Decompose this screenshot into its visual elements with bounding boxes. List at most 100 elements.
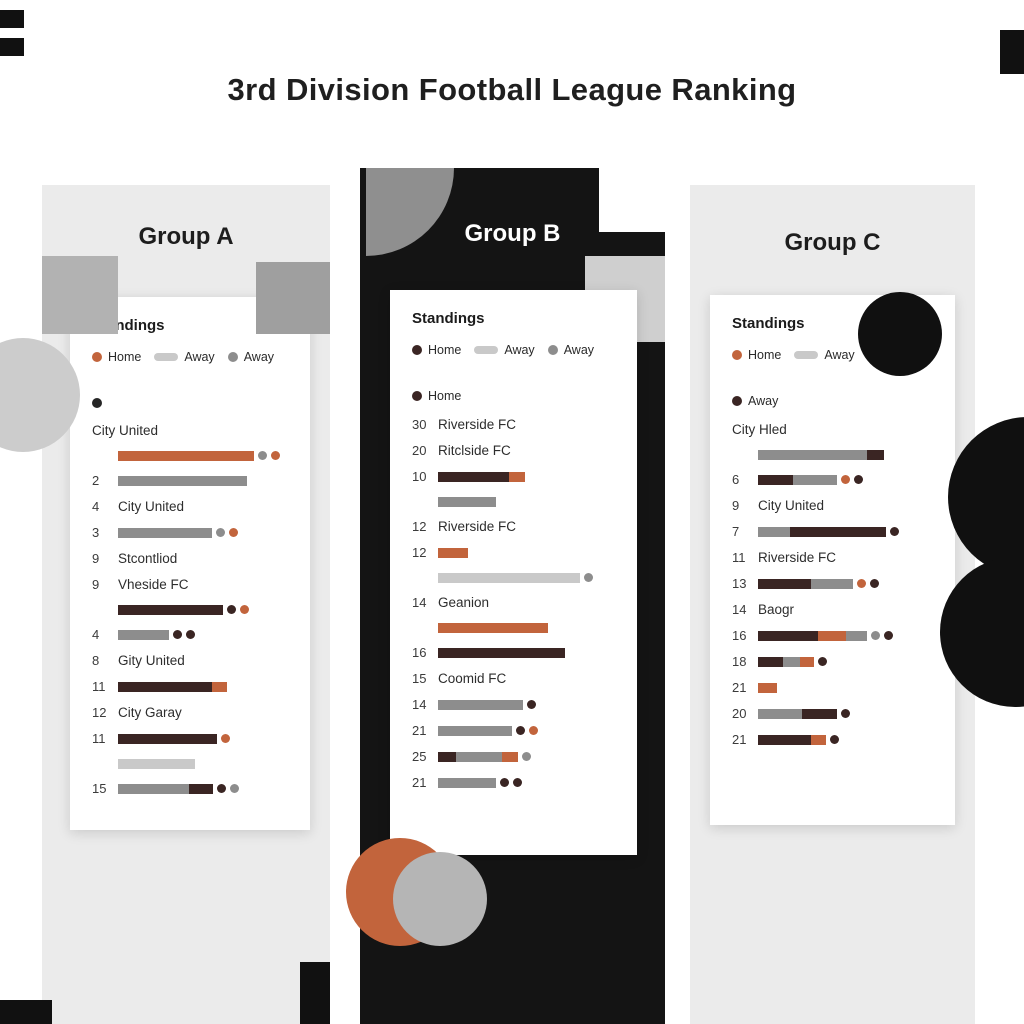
rank-number: 15 xyxy=(412,671,427,686)
bar-row: 6 xyxy=(732,472,933,487)
bar-segment xyxy=(793,474,837,485)
legend-item: Home xyxy=(412,343,461,357)
team-name: Riverside FC xyxy=(758,550,837,565)
team-row: 14 Geanion xyxy=(412,595,615,610)
rank-number: 21 xyxy=(732,732,747,747)
bar xyxy=(438,572,615,583)
team-name: City Garay xyxy=(118,705,182,720)
bar-row: 16 xyxy=(732,628,933,643)
group-c-heading: Group C xyxy=(784,229,881,256)
rank-number: 9 xyxy=(92,577,100,592)
bar xyxy=(758,526,933,537)
team-row: 14 Baogr xyxy=(732,602,933,617)
bar-segment xyxy=(758,630,818,641)
rank-number: 9 xyxy=(92,551,100,566)
rank-number: 6 xyxy=(732,472,740,487)
rank-number: 15 xyxy=(92,781,107,796)
bar-row: 21 xyxy=(412,775,615,790)
rank-number: 14 xyxy=(412,595,427,610)
data-dot xyxy=(500,778,510,787)
rank-number: 10 xyxy=(412,469,427,484)
bar-row: 20 xyxy=(732,706,933,721)
team-row: 12 Riverside FC xyxy=(412,519,615,534)
bar-row xyxy=(92,757,288,770)
bar xyxy=(758,630,933,641)
team-row: 9 Vheside FC xyxy=(92,577,288,592)
legend-dot-marker xyxy=(412,345,422,355)
data-dot xyxy=(889,527,899,536)
bar-segment xyxy=(118,733,217,744)
team-name: Riverside FC xyxy=(438,519,517,534)
data-dot xyxy=(856,579,866,588)
legend-dot-marker xyxy=(92,397,102,408)
rank-number: 21 xyxy=(732,680,747,695)
legend-label: Home xyxy=(428,389,462,403)
legend-item: Away xyxy=(227,350,274,364)
team-name: Baogr xyxy=(758,602,795,617)
bar-segment xyxy=(800,656,814,667)
legend-item: Away xyxy=(794,348,855,362)
bar-row: 7 xyxy=(732,524,933,539)
bar xyxy=(758,708,933,719)
bar-segment xyxy=(438,547,469,558)
bar xyxy=(758,474,933,485)
bar xyxy=(118,450,288,461)
data-dot xyxy=(228,528,238,537)
legend-item xyxy=(92,397,102,408)
data-dot xyxy=(258,451,267,460)
bar-segment xyxy=(866,449,884,460)
bar xyxy=(118,604,288,615)
bar-row: 25 xyxy=(412,749,615,764)
rank-number: 12 xyxy=(412,519,427,534)
team-name: City United xyxy=(92,423,159,438)
group-a-panel: Group A Standings Home Away Away City Unit… xyxy=(42,185,330,1024)
team-name: Geanion xyxy=(438,595,490,610)
bar xyxy=(438,725,615,736)
data-dot xyxy=(220,734,230,743)
bar xyxy=(438,496,615,507)
bar-row: 15 xyxy=(92,781,288,796)
sublegend: Home xyxy=(412,389,615,403)
bar-segment xyxy=(758,682,778,693)
legend-pill-marker xyxy=(474,346,499,354)
legend-dot-marker xyxy=(547,345,558,355)
rank-number: 18 xyxy=(732,654,747,669)
data-dot xyxy=(840,475,850,484)
bar-segment xyxy=(438,572,580,583)
legend-dot-marker xyxy=(92,352,102,362)
team-name: City United xyxy=(118,499,185,514)
data-dot xyxy=(526,700,536,709)
rank-number: 14 xyxy=(412,697,427,712)
legend-dot-marker xyxy=(732,396,742,406)
bar xyxy=(438,647,615,658)
rank-number: 2 xyxy=(92,473,100,488)
bar xyxy=(118,629,288,640)
legend-pill-marker xyxy=(154,353,179,361)
legend-label: Home xyxy=(748,348,782,362)
legend-item: Away xyxy=(154,350,215,364)
bar-segment xyxy=(455,751,502,762)
bar-row: 14 xyxy=(412,697,615,712)
bar-segment xyxy=(211,681,227,692)
team-row: 8 Gity United xyxy=(92,653,288,668)
bar-segment xyxy=(501,751,518,762)
decorative-mark xyxy=(300,962,330,1024)
team-name: Coomid FC xyxy=(438,671,507,686)
data-dot xyxy=(869,579,879,588)
bar-segment xyxy=(118,758,195,769)
legend-label: Away xyxy=(748,394,779,408)
data-dot xyxy=(215,528,225,537)
bar-segment xyxy=(438,777,497,788)
data-dot xyxy=(227,605,237,614)
legend-label: Home xyxy=(108,350,142,364)
rank-number: 11 xyxy=(92,679,106,694)
rows: 30 Riverside FC 20 Ritclside FC 10 12 Riversid… xyxy=(412,417,615,790)
rank-number: 21 xyxy=(412,723,427,738)
data-dot xyxy=(521,752,531,761)
group-b-standings-card: Standings Home Away Away Home 30 Riverside … xyxy=(390,290,637,855)
bar-row xyxy=(412,621,615,634)
rank-number: 8 xyxy=(92,653,100,668)
bar xyxy=(758,656,933,667)
bar-row xyxy=(732,448,933,461)
